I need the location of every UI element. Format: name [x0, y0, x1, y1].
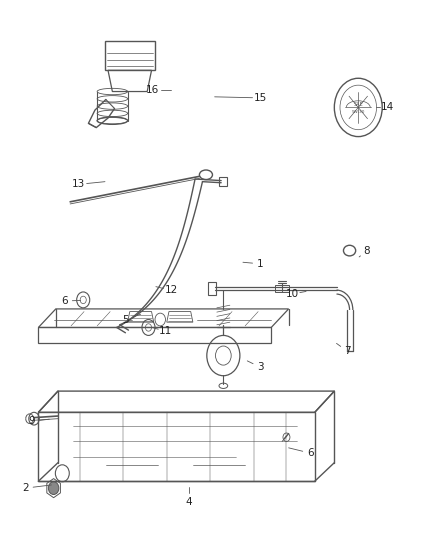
- Text: 5W-30: 5W-30: [352, 110, 365, 114]
- Circle shape: [48, 482, 59, 495]
- Text: 3: 3: [257, 362, 264, 372]
- Text: 7: 7: [344, 346, 351, 357]
- Text: 10: 10: [286, 289, 299, 299]
- Text: 2: 2: [22, 483, 28, 493]
- Text: 16: 16: [146, 85, 159, 95]
- Text: 12: 12: [165, 285, 178, 295]
- Text: SAE: SAE: [353, 102, 363, 107]
- Text: 11: 11: [159, 326, 173, 336]
- Text: 13: 13: [72, 179, 85, 189]
- Text: 1: 1: [257, 259, 264, 269]
- Text: 14: 14: [381, 102, 395, 112]
- Text: 5: 5: [122, 314, 129, 325]
- Text: 9: 9: [28, 416, 35, 426]
- Text: 8: 8: [364, 246, 370, 256]
- Text: 15: 15: [254, 93, 267, 103]
- Text: 4: 4: [185, 497, 192, 507]
- Text: 6: 6: [307, 448, 314, 458]
- Text: 6: 6: [61, 296, 68, 306]
